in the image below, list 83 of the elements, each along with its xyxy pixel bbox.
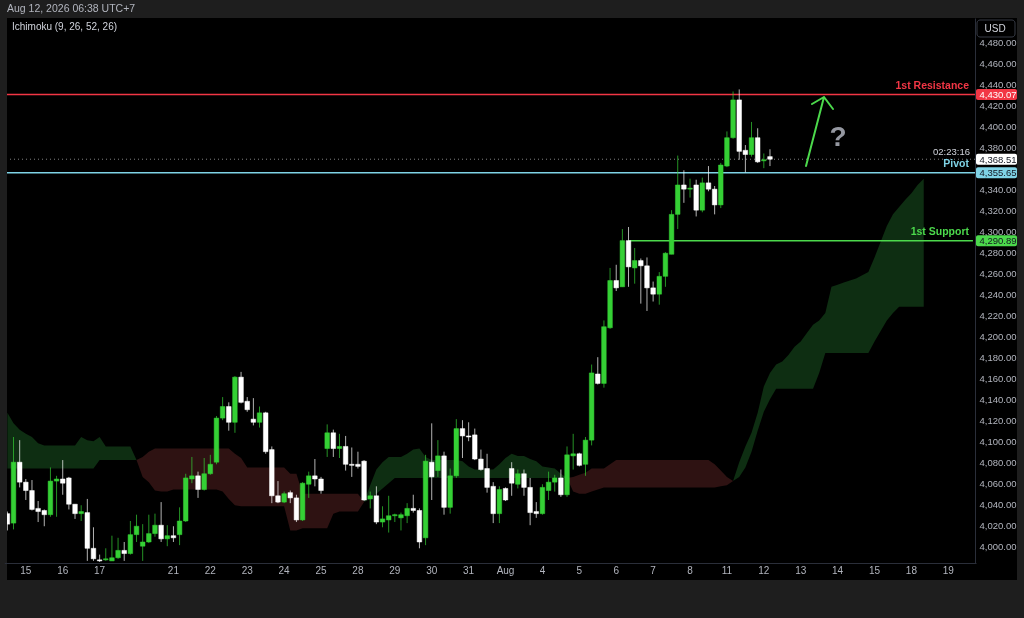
x-tick-label: 6	[613, 564, 620, 576]
candlestick	[429, 422, 435, 501]
annotation: Ichimoku (9, 26, 52, 26)	[12, 21, 118, 32]
x-tick-label: 8	[687, 564, 694, 576]
annotation: ?	[829, 121, 847, 152]
x-tick-label: 12	[758, 564, 770, 576]
candlestick	[632, 247, 638, 285]
y-tick-label: 4,000.00	[979, 540, 1017, 552]
y-tick-label: 4,280.00	[979, 246, 1017, 258]
x-tick-label: 23	[241, 564, 254, 576]
x-tick-label: 22	[204, 564, 217, 576]
y-tick-label: 4,355.65	[979, 167, 1017, 179]
candlestick	[164, 524, 170, 547]
y-tick-label: 4,480.00	[979, 36, 1017, 48]
ref-line-label: 1st Resistance	[895, 79, 970, 92]
text: Aug 12, 2026 06:38 UTC+7	[7, 2, 136, 14]
x-tick-label: 21	[167, 564, 180, 576]
x-tick-label: 4	[539, 564, 546, 576]
y-tick-label: 4,040.00	[979, 498, 1017, 510]
y-tick-label: 4,160.00	[979, 372, 1017, 384]
y-axis-title: USD	[984, 23, 1006, 34]
y-tick-label: 4,260.00	[979, 267, 1017, 279]
candlestick	[748, 121, 755, 158]
series-label: 1st Support	[910, 225, 970, 238]
x-tick-label: 14	[832, 564, 844, 576]
y-tick-label: 4,460.00	[979, 57, 1017, 69]
x-tick-label: 17	[94, 564, 106, 576]
candlestick	[324, 423, 330, 458]
y-tick-label: 4,368.51	[979, 153, 1017, 165]
candlestick	[681, 169, 687, 204]
x-tick-label: 25	[315, 564, 328, 576]
x-tick-label: Aug	[496, 564, 515, 576]
x-tick-label: 31	[463, 564, 475, 576]
candlestick	[767, 148, 773, 167]
y-tick-label: 4,220.00	[979, 309, 1017, 321]
x-tick-label: 19	[942, 564, 955, 576]
y-tick-label: 4,180.00	[979, 351, 1017, 363]
x-tick-label: 5	[576, 564, 583, 576]
candlestick	[687, 178, 693, 199]
x-tick-label: 15	[20, 564, 32, 576]
y-tick-label: 4,420.00	[979, 99, 1017, 111]
y-tick-label: 4,290.89	[979, 235, 1017, 247]
y-tick-label: 4,320.00	[979, 204, 1017, 216]
x-tick-label: 16	[57, 564, 69, 576]
x-tick-label: 7	[650, 564, 657, 576]
y-tick-label: 4,060.00	[979, 477, 1017, 489]
candlestick	[226, 401, 232, 432]
x-tick-label: 30	[426, 564, 438, 576]
x-tick-label: 29	[389, 564, 401, 576]
candlestick	[250, 397, 256, 426]
y-tick-label: 4,240.00	[979, 288, 1017, 300]
candlestick	[158, 501, 164, 543]
y-tick-label: 4,340.00	[979, 183, 1017, 195]
y-tick-label: 4,080.00	[979, 456, 1017, 468]
y-tick-label: 4,120.00	[979, 414, 1017, 426]
y-tick-label: 4,140.00	[979, 393, 1017, 405]
y-tick-label: 4,380.00	[979, 141, 1017, 153]
y-tick-label: 4,430.07	[979, 89, 1017, 101]
candlestick	[330, 429, 336, 458]
candlestick	[613, 264, 619, 292]
candlestick	[256, 406, 263, 429]
candlestick	[435, 439, 441, 478]
candlestick	[558, 469, 564, 498]
y-tick-label: 4,300.00	[979, 225, 1017, 237]
candlestick	[336, 433, 343, 459]
y-tick-label: 4,440.00	[979, 78, 1017, 90]
x-tick-label: 13	[795, 564, 807, 576]
annotation: 02:23:16	[933, 145, 970, 157]
x-tick-label: 18	[905, 564, 918, 576]
x-tick-label: 15	[868, 564, 881, 576]
x-tick-label: 11	[721, 564, 733, 576]
x-tick-label: 28	[352, 564, 364, 576]
y-tick-label: 4,020.00	[979, 519, 1017, 531]
x-tick-label: 24	[278, 564, 291, 576]
candlestick	[595, 356, 601, 385]
ref-line-label: Pivot	[943, 157, 970, 170]
candlestick	[195, 471, 201, 499]
y-tick-label: 4,100.00	[979, 435, 1017, 447]
candlestick	[121, 541, 127, 562]
y-tick-label: 4,200.00	[979, 330, 1017, 342]
y-tick-label: 4,400.00	[979, 120, 1017, 132]
candlestick	[515, 469, 521, 489]
candlestick	[509, 461, 515, 497]
